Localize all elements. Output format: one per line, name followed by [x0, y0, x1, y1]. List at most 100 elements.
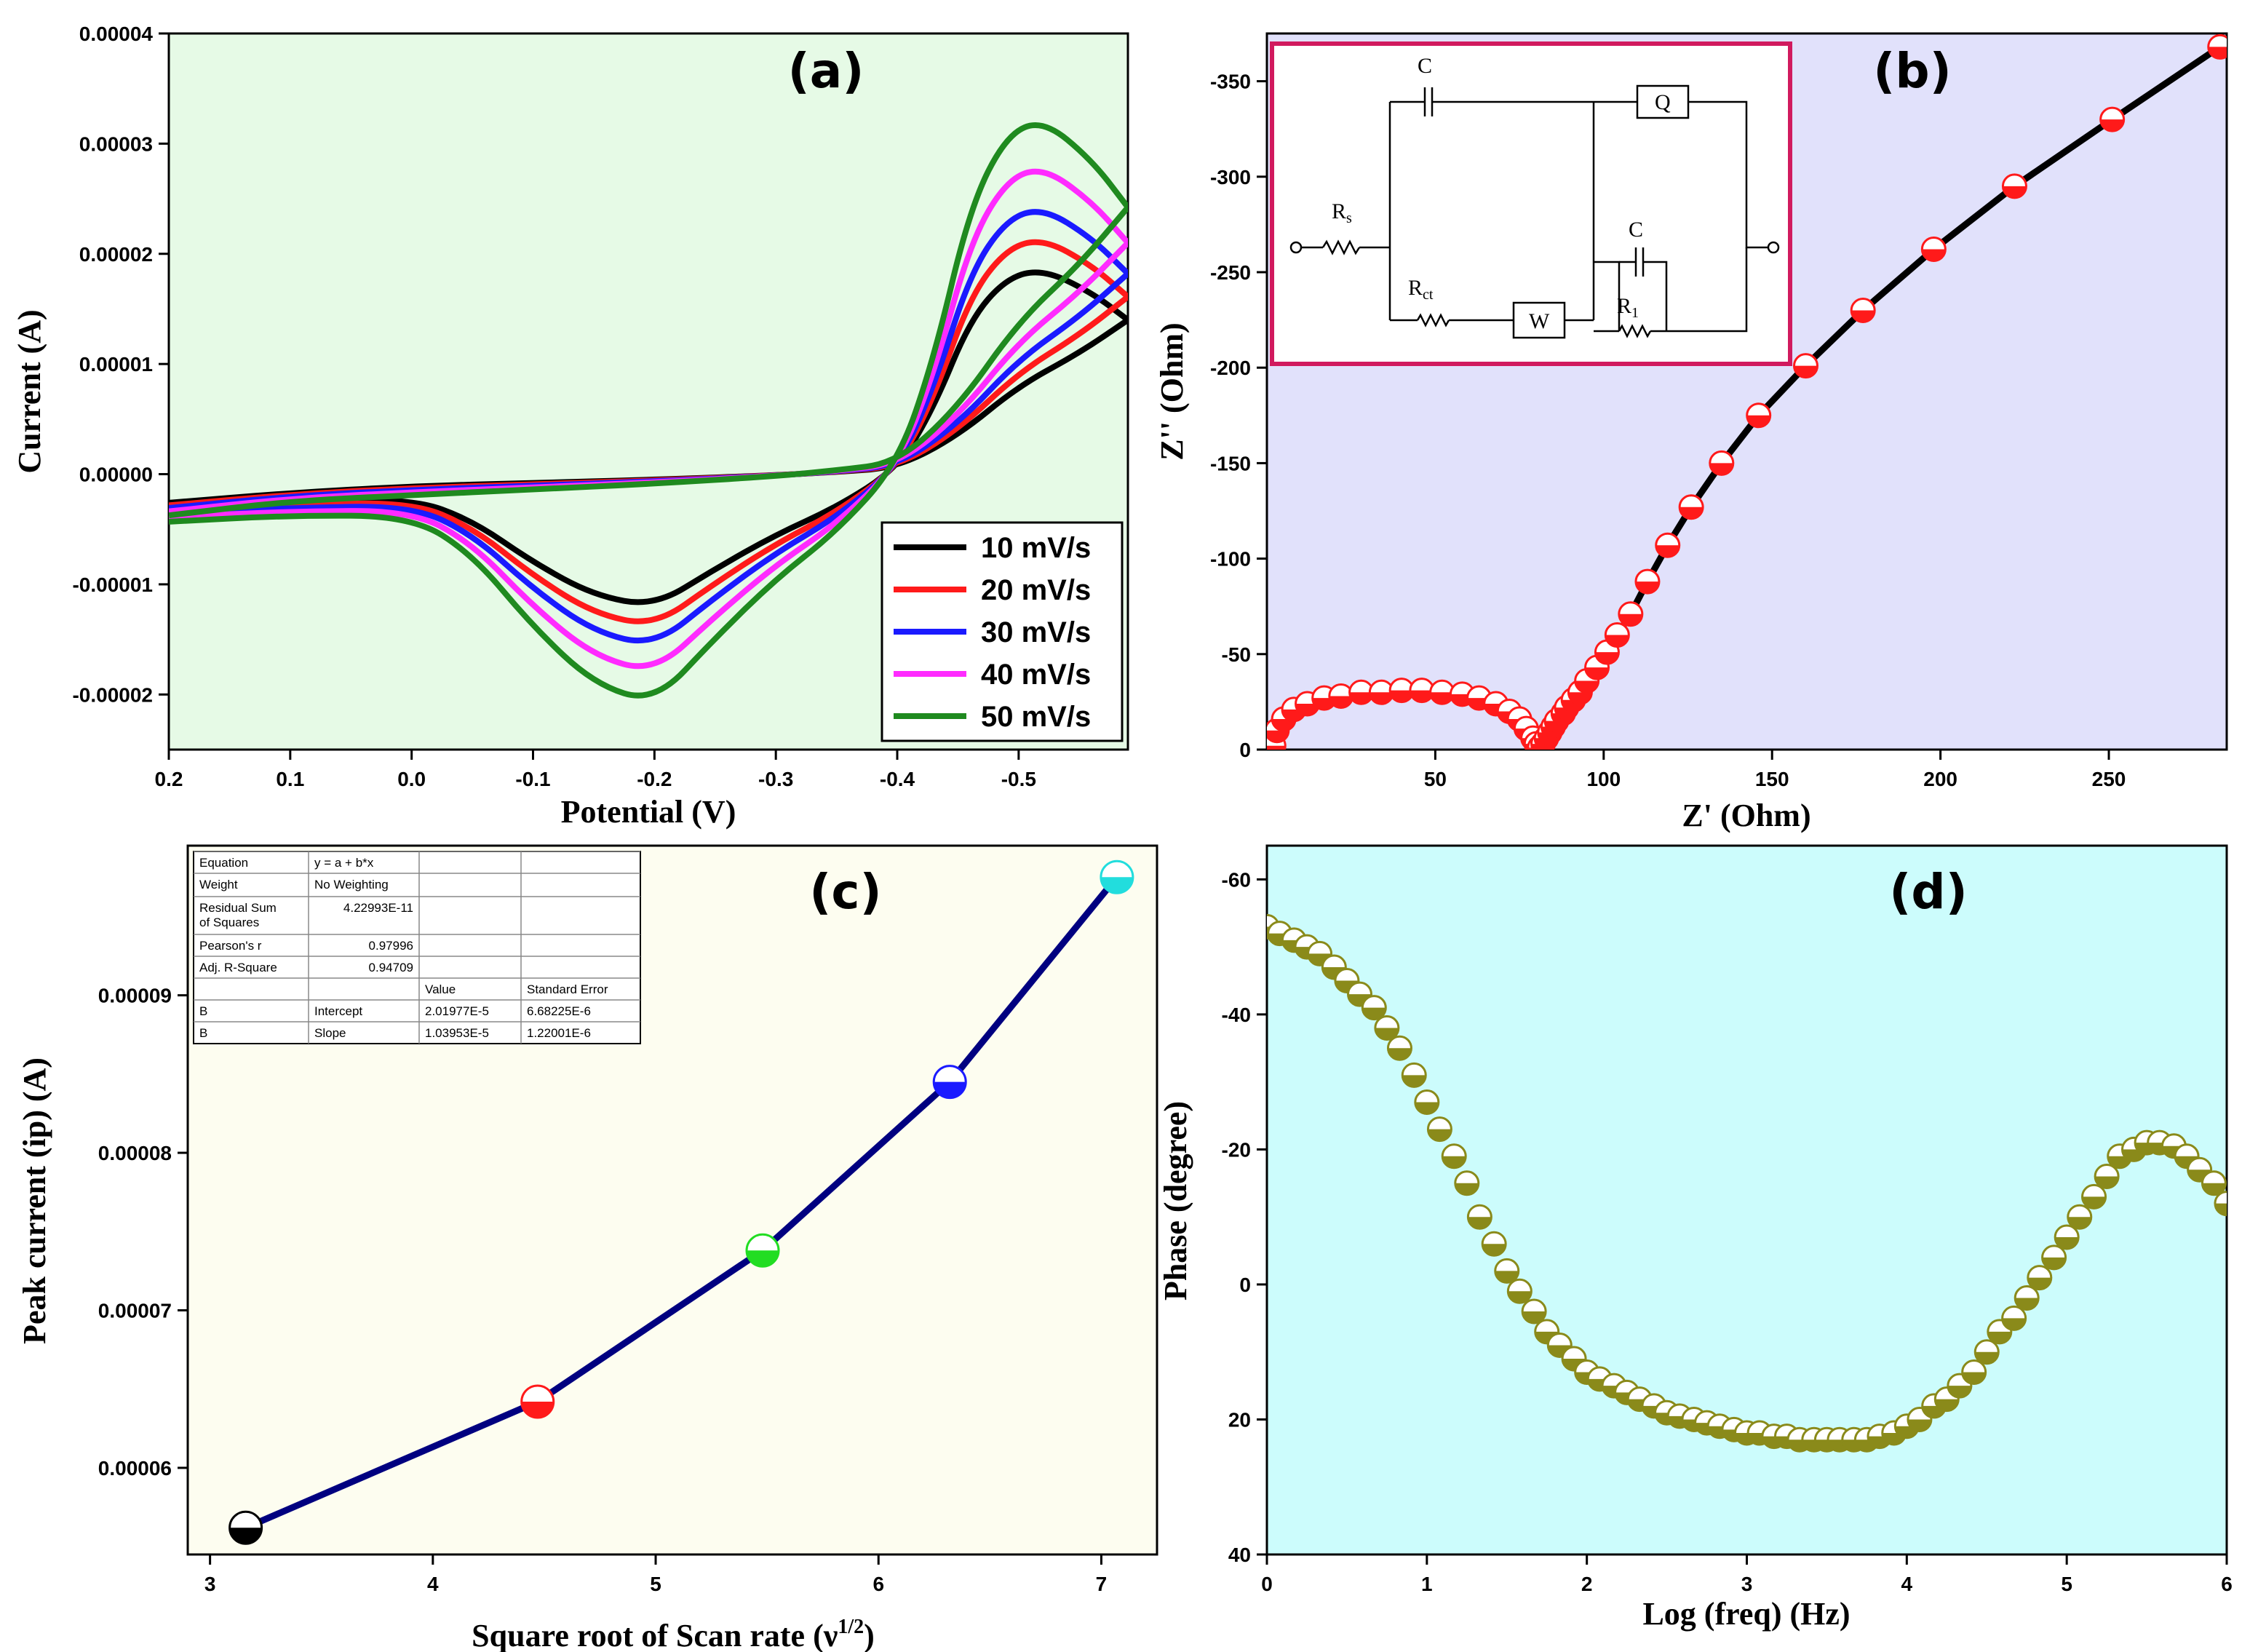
y-tick-label: 0	[1239, 739, 1251, 761]
phase-point	[1961, 1359, 1987, 1386]
resistor-rs-icon	[1321, 239, 1361, 255]
fit-table-cell: Weight	[199, 878, 238, 891]
y-tick-label: -350	[1210, 71, 1251, 93]
legend-label: 40 mV/s	[981, 659, 1091, 691]
phase-point	[1414, 1089, 1440, 1115]
circuit-wires	[1289, 84, 1780, 339]
fit-table-cell: Pearson's r	[199, 939, 262, 953]
y-tick-label: 0.00008	[98, 1142, 172, 1164]
fit-table-cell: Equation	[199, 856, 248, 870]
y-tick-label: -60	[1222, 868, 1251, 891]
legend-label: 30 mV/s	[981, 616, 1091, 648]
nyquist-point	[1388, 678, 1415, 704]
x-tick-label: -0.3	[758, 768, 793, 790]
y-tick-label: 0	[1239, 1274, 1251, 1296]
x-tick-label: 250	[2092, 768, 2126, 790]
nyquist-point	[1850, 297, 1876, 323]
circuit-label-r1: R1	[1617, 294, 1639, 321]
panel-a-cyclic-voltammetry: 0.2 0.1 0.0 -0.1 -0.2 -0.3 -0.4 -0.5 -0.00002 -0.…	[12, 23, 1129, 830]
resistor-rct-icon	[1416, 313, 1450, 327]
x-tick-label: 5	[2061, 1573, 2072, 1595]
panel-c-label: (c)	[809, 864, 881, 920]
panel-b-y-axis-title: Z'' (Ohm)	[1154, 322, 1190, 460]
terminal-left-icon	[1289, 241, 1303, 254]
x-tick-label: 100	[1586, 768, 1621, 790]
nyquist-point	[1746, 402, 1772, 429]
circuit-label-q: Q	[1655, 90, 1671, 114]
phase-point	[2067, 1204, 2093, 1230]
terminal-right-icon	[1767, 241, 1780, 254]
y-tick-label: -40	[1222, 1004, 1251, 1026]
nyquist-point	[1634, 568, 1661, 595]
panel-c-x-axis-title: Square root of Scan rate (ν1/2)	[472, 1616, 875, 1652]
linear-fit-table: Equation y = a + b*x Weight No Weighting Res…	[193, 851, 641, 1044]
panel-c-peak-current: 3 4 5 6 7 0.00006 0.00007 0.00008 0.00009 (c) Sq…	[17, 844, 1158, 1652]
y-tick-label: 0.00006	[98, 1457, 172, 1480]
legend-label: 10 mV/s	[981, 532, 1091, 564]
y-tick-label: 0.00002	[79, 243, 153, 266]
fit-table-cell: 2.01977E-5	[425, 1004, 489, 1018]
fit-table-cell: Slope	[314, 1026, 346, 1040]
y-tick-label: 20	[1228, 1408, 1251, 1431]
phase-point	[2081, 1183, 2107, 1210]
y-tick-label: 0.00003	[79, 132, 153, 155]
fit-table-cell: B	[199, 1026, 207, 1040]
panel-b-x-axis-title: Z' (Ohm)	[1682, 798, 1810, 833]
nyquist-point	[1792, 353, 1818, 379]
nyquist-point	[1709, 450, 1735, 476]
x-tick-label: 0	[1261, 1573, 1273, 1595]
phase-point	[1361, 995, 1387, 1021]
y-tick-label: -50	[1222, 643, 1251, 666]
x-tick-label: -0.1	[515, 768, 550, 790]
fit-table-cell: Intercept	[314, 1004, 362, 1018]
y-tick-label: -100	[1210, 548, 1251, 571]
resistor-r1-icon	[1618, 324, 1652, 338]
panel-a-legend: 10 mV/s 20 mV/s 30 mV/s 40 mV/s 50 mV/s	[880, 521, 1124, 742]
phase-point	[2214, 1191, 2227, 1217]
panel-a-x-axis-title: Potential (V)	[561, 794, 736, 830]
fit-table-cell: 1.03953E-5	[425, 1026, 489, 1040]
x-tick-label: 7	[1096, 1573, 1108, 1595]
fit-table-cell: y = a + b*x	[314, 856, 374, 870]
legend-label: 20 mV/s	[981, 574, 1091, 606]
phase-point	[1506, 1278, 1533, 1304]
y-tick-label: -0.00002	[72, 683, 153, 706]
y-tick-label: -200	[1210, 357, 1251, 379]
nyquist-point	[1618, 601, 1644, 627]
y-tick-label: 0.00009	[98, 985, 172, 1007]
panel-a-label: (a)	[788, 43, 864, 99]
nyquist-point	[1409, 678, 1435, 704]
circuit-label-c-inner: C	[1629, 218, 1643, 242]
phase-point	[1454, 1170, 1480, 1196]
x-tick-label: 3	[1741, 1573, 1753, 1595]
phase-point	[2001, 1305, 2027, 1331]
panel-b-label: (b)	[1873, 43, 1952, 99]
x-tick-label: 3	[204, 1573, 216, 1595]
x-tick-label: 6	[872, 1573, 884, 1595]
y-tick-label: 0.00004	[79, 23, 154, 45]
circuit-label-rs: Rs	[1332, 199, 1352, 226]
x-tick-label: -0.4	[880, 768, 915, 790]
phase-point	[2027, 1265, 2053, 1291]
x-tick-label: 50	[1424, 768, 1447, 790]
circuit-label-rct: Rct	[1408, 276, 1434, 303]
x-tick-label: 4	[1901, 1573, 1913, 1595]
fit-table-cell: Adj. R-Square	[199, 961, 277, 974]
phase-point	[2201, 1170, 2227, 1196]
x-tick-label: -0.2	[637, 768, 672, 790]
fit-table-cell: Value	[425, 982, 456, 996]
fit-table-cell: 0.97996	[369, 939, 413, 953]
phase-point	[1374, 1014, 1400, 1041]
fit-table-cell: 1.22001E-6	[527, 1026, 591, 1040]
panel-c-y-axis-title: Peak current (ip) (A)	[17, 1057, 52, 1344]
fit-table-cell: Standard Error	[527, 982, 608, 996]
phase-point	[1401, 1062, 1427, 1088]
nyquist-point	[2001, 173, 2027, 199]
phase-point	[2041, 1244, 2067, 1271]
x-tick-label: 150	[1755, 768, 1789, 790]
equivalent-circuit-inset: C Q Rs Rct W C R1	[1270, 41, 1792, 366]
fit-table-cell: 4.22993E-11	[343, 901, 413, 915]
phase-point	[1466, 1204, 1492, 1230]
panel-d-x-axis-title: Log (freq) (Hz)	[1642, 1596, 1850, 1632]
x-tick-label: 6	[2221, 1573, 2233, 1595]
